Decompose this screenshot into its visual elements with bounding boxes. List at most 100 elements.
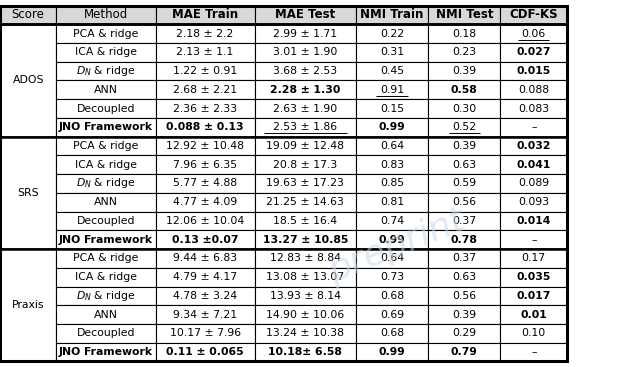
Bar [500,118,567,137]
Text: 0.63: 0.63 [452,272,476,282]
Text: Decoupled: Decoupled [77,216,135,226]
Bar [255,6,356,24]
Bar [156,212,255,230]
Bar [428,118,500,137]
Bar [356,230,428,249]
Bar [255,343,356,361]
Text: 0.29: 0.29 [452,328,476,338]
Text: 20.8 ± 17.3: 20.8 ± 17.3 [273,160,337,170]
Text: 2.28 ± 1.30: 2.28 ± 1.30 [270,85,340,95]
Bar [56,268,156,287]
Text: 9.44 ± 6.83: 9.44 ± 6.83 [173,254,237,264]
Bar [500,212,567,230]
Bar [56,287,156,305]
Bar [156,118,255,137]
Bar [56,62,156,80]
Text: –: – [531,347,536,357]
Bar [500,268,567,287]
Text: 0.17: 0.17 [522,254,546,264]
Bar [356,268,428,287]
Bar [56,305,156,324]
Bar [255,249,356,268]
Text: 0.68: 0.68 [380,328,404,338]
Text: ICA & ridge: ICA & ridge [75,272,137,282]
Text: 0.83: 0.83 [380,160,404,170]
Text: 14.90 ± 10.06: 14.90 ± 10.06 [266,310,344,320]
Text: 0.99: 0.99 [379,235,405,245]
Bar [255,212,356,230]
Bar [255,230,356,249]
Text: 2.53 ± 1.86: 2.53 ± 1.86 [273,122,337,132]
Text: MAE Train: MAE Train [172,8,238,21]
Bar [500,343,567,361]
Bar [356,305,428,324]
Bar [255,305,356,324]
Bar [500,230,567,249]
Bar [156,343,255,361]
Text: 0.68: 0.68 [380,291,404,301]
Text: 18.5 ± 16.4: 18.5 ± 16.4 [273,216,337,226]
Bar [156,62,255,80]
Text: PCA & ridge: PCA & ridge [73,141,139,151]
Text: 0.06: 0.06 [522,29,546,39]
Text: 0.56: 0.56 [452,197,476,207]
Text: preprint: preprint [323,203,470,289]
Bar [500,24,567,43]
Bar [56,193,156,212]
Text: 2.36 ± 2.33: 2.36 ± 2.33 [173,103,237,113]
Text: 0.11 ± 0.065: 0.11 ± 0.065 [166,347,244,357]
Text: ICA & ridge: ICA & ridge [75,47,137,57]
Bar [500,287,567,305]
Text: 0.13 ±0.07: 0.13 ±0.07 [172,235,238,245]
Bar [56,249,156,268]
Text: 0.31: 0.31 [380,47,404,57]
Text: 4.78 ± 3.24: 4.78 ± 3.24 [173,291,237,301]
Text: JNO Framework: JNO Framework [59,122,153,132]
Text: Method: Method [84,8,128,21]
Text: 0.85: 0.85 [380,178,404,189]
Text: NMI Train: NMI Train [360,8,424,21]
Bar [156,268,255,287]
Bar [56,99,156,118]
Bar [356,287,428,305]
Bar [0,24,567,137]
Bar [428,24,500,43]
Bar [156,137,255,155]
Bar [156,24,255,43]
Bar [428,137,500,155]
Text: 0.22: 0.22 [380,29,404,39]
Text: 0.088 ± 0.13: 0.088 ± 0.13 [166,122,244,132]
Text: –: – [531,235,536,245]
Bar [0,6,567,361]
Bar [0,6,567,24]
Text: 0.69: 0.69 [380,310,404,320]
Text: 0.37: 0.37 [452,254,476,264]
Text: 0.10: 0.10 [522,328,546,338]
Bar [255,324,356,343]
Text: 2.13 ± 1.1: 2.13 ± 1.1 [177,47,234,57]
Text: 12.92 ± 10.48: 12.92 ± 10.48 [166,141,244,151]
Text: 2.99 ± 1.71: 2.99 ± 1.71 [273,29,337,39]
Text: 0.39: 0.39 [452,310,476,320]
Bar [56,43,156,62]
Text: 19.63 ± 17.23: 19.63 ± 17.23 [266,178,344,189]
Bar [56,24,156,43]
Bar [428,230,500,249]
Text: 0.017: 0.017 [516,291,551,301]
Text: 7.96 ± 6.35: 7.96 ± 6.35 [173,160,237,170]
Text: 0.027: 0.027 [516,47,551,57]
Bar [255,174,356,193]
Text: 19.09 ± 12.48: 19.09 ± 12.48 [266,141,344,151]
Bar [156,155,255,174]
Text: 0.032: 0.032 [516,141,551,151]
Text: 12.83 ± 8.84: 12.83 ± 8.84 [270,254,340,264]
Text: –: – [531,122,536,132]
Text: 0.64: 0.64 [380,254,404,264]
Bar [255,155,356,174]
Text: 0.015: 0.015 [516,66,551,76]
Text: 0.18: 0.18 [452,29,476,39]
Bar [56,212,156,230]
Bar [255,118,356,137]
Bar [56,118,156,137]
Bar [56,324,156,343]
